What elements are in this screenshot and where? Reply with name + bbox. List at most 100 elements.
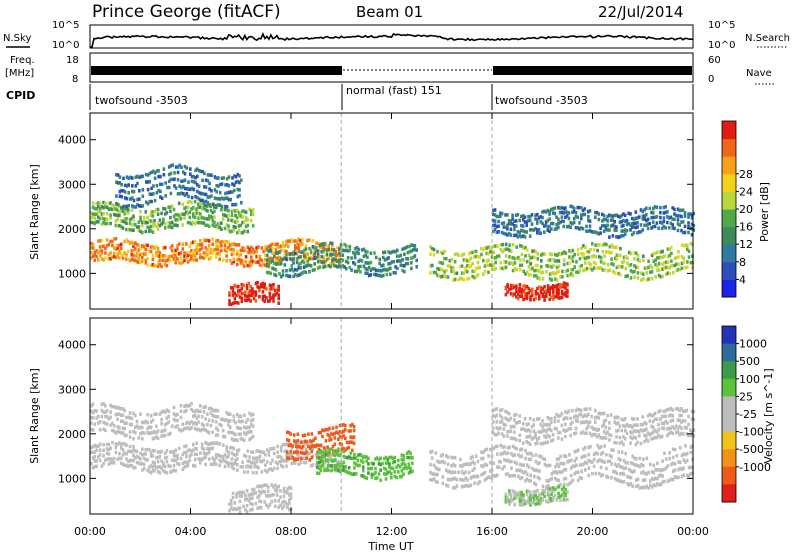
- heatmap-cell: [121, 253, 125, 257]
- heatmap-cell: [260, 470, 264, 474]
- heatmap-cell: [674, 407, 678, 411]
- heatmap-cell: [516, 292, 520, 296]
- heatmap-cell: [545, 294, 548, 298]
- heatmap-cell: [374, 457, 377, 461]
- heatmap-cell: [292, 461, 295, 465]
- heatmap-cell: [552, 287, 555, 291]
- heatmap-cell: [626, 261, 629, 265]
- heatmap-cell: [569, 272, 573, 276]
- heatmap-cell: [237, 228, 241, 233]
- heatmap-cell: [645, 472, 649, 476]
- heatmap-cell: [682, 243, 685, 248]
- heatmap-cell: [364, 261, 367, 265]
- heatmap-cell: [446, 462, 450, 466]
- heatmap-cell: [466, 270, 469, 274]
- heatmap-cell: [529, 273, 532, 277]
- heatmap-cell: [610, 455, 613, 459]
- heatmap-cell: [611, 218, 615, 222]
- heatmap-cell: [159, 189, 162, 194]
- heatmap-cell: [633, 264, 636, 268]
- heatmap-cell: [234, 209, 237, 213]
- heatmap-cell: [548, 229, 551, 233]
- heatmap-cell: [684, 460, 687, 464]
- heatmap-cell: [337, 462, 340, 466]
- heatmap-cell: [474, 474, 478, 479]
- heatmap-cell: [585, 414, 588, 418]
- heatmap-cell: [664, 260, 668, 264]
- heatmap-cell: [146, 431, 149, 435]
- heatmap-cell: [190, 241, 193, 245]
- heatmap-cell: [677, 460, 680, 464]
- heatmap-cell: [664, 226, 667, 230]
- heatmap-cell: [141, 252, 144, 256]
- heatmap-cell: [361, 468, 365, 473]
- heatmap-cell: [379, 462, 382, 467]
- heatmap-cell: [383, 258, 387, 262]
- heatmap-cell: [151, 210, 155, 214]
- heatmap-cell: [432, 472, 436, 476]
- heatmap-cell: [490, 476, 494, 480]
- heatmap-cell: [329, 432, 333, 436]
- heatmap-cell: [647, 259, 650, 263]
- noise-left-tick-bottom: 10^0: [52, 40, 79, 51]
- heatmap-cell: [627, 221, 630, 226]
- heatmap-cell: [183, 193, 187, 198]
- heatmap-cell: [692, 223, 696, 228]
- heatmap-cell: [603, 268, 606, 272]
- heatmap-cell: [663, 451, 666, 455]
- heatmap-cell: [135, 449, 139, 454]
- heatmap-cell: [199, 202, 202, 206]
- heatmap-cell: [165, 455, 169, 460]
- heatmap-cell: [674, 424, 678, 428]
- heatmap-cell: [618, 424, 622, 428]
- heatmap-cell: [225, 240, 228, 244]
- heatmap-cell: [536, 417, 539, 421]
- heatmap-cell: [132, 444, 135, 449]
- heatmap-cell: [265, 264, 269, 268]
- heatmap-cell: [476, 474, 480, 479]
- heatmap-cell: [185, 166, 189, 170]
- heatmap-cell: [211, 462, 214, 467]
- heatmap-cell: [139, 253, 142, 257]
- heatmap-cell: [247, 297, 251, 302]
- heatmap-cell: [185, 454, 188, 459]
- heatmap-cell: [661, 468, 664, 472]
- heatmap-cell: [390, 472, 393, 476]
- heatmap-cell: [308, 439, 312, 443]
- heatmap-cell: [682, 466, 685, 470]
- heatmap-cell: [509, 286, 513, 291]
- heatmap-cell: [583, 207, 587, 211]
- heatmap-cell: [107, 447, 111, 452]
- heatmap-cell: [254, 501, 258, 506]
- heatmap-cell: [223, 226, 227, 231]
- heatmap-cell: [622, 458, 626, 463]
- heatmap-cell: [347, 455, 351, 459]
- heatmap-cell: [165, 211, 169, 215]
- heatmap-cell: [390, 475, 393, 480]
- heatmap-cell: [233, 501, 237, 505]
- heatmap-cell: [448, 478, 452, 482]
- heatmap-cell: [610, 448, 613, 452]
- heatmap-cell: [572, 216, 576, 221]
- heatmap-cell: [260, 258, 264, 263]
- heatmap-cell: [640, 278, 643, 282]
- heatmap-cell: [266, 494, 270, 498]
- heatmap-cell: [91, 445, 95, 449]
- heatmap-cell: [192, 220, 195, 225]
- heatmap-cell: [315, 463, 318, 467]
- heatmap-cell: [353, 472, 356, 476]
- heatmap-cell: [503, 464, 506, 469]
- heatmap-cell: [643, 217, 646, 221]
- heatmap-cell: [514, 421, 518, 425]
- heatmap-cell: [510, 249, 513, 253]
- heatmap-cell: [678, 408, 681, 412]
- heatmap-cell: [148, 180, 152, 184]
- heatmap-cell: [520, 252, 524, 257]
- heatmap-cell: [310, 432, 314, 436]
- heatmap-cell: [131, 189, 134, 194]
- heatmap-cell: [262, 458, 265, 463]
- heatmap-cell: [494, 474, 497, 478]
- heatmap-cell: [228, 247, 232, 252]
- heatmap-cell: [664, 466, 668, 470]
- heatmap-cell: [690, 213, 694, 217]
